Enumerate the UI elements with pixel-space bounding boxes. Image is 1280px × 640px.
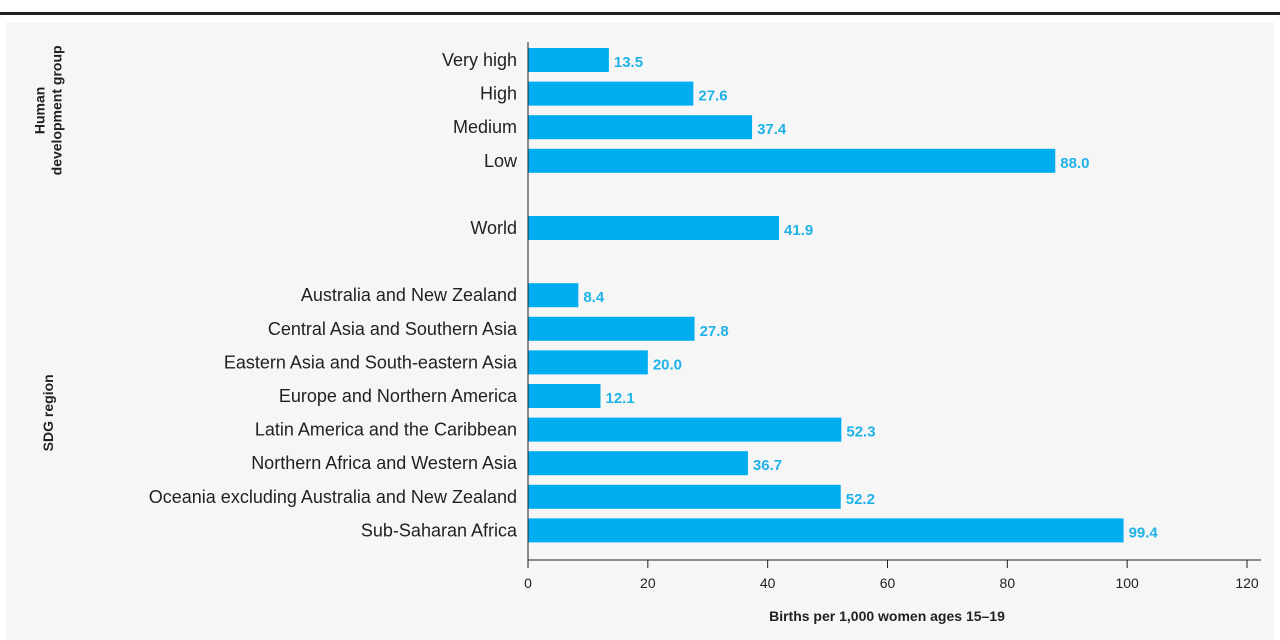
- bar: [528, 48, 609, 72]
- x-tick-label: 40: [760, 575, 776, 591]
- bar: [528, 283, 579, 308]
- data-label: 88.0: [1060, 155, 1089, 172]
- category-label: Sub-Saharan Africa: [361, 520, 518, 540]
- bar: [528, 417, 842, 442]
- x-tick-label: 120: [1235, 575, 1259, 591]
- bar: [528, 148, 1056, 173]
- bar: [528, 350, 648, 375]
- category-label: Europe and Northern America: [279, 386, 518, 406]
- x-tick-label: 20: [640, 575, 656, 591]
- group-title: development group: [49, 45, 65, 175]
- category-label: Eastern Asia and South-eastern Asia: [224, 352, 518, 372]
- category-label: Very high: [442, 50, 517, 70]
- data-label: 12.1: [605, 390, 634, 407]
- category-label: World: [470, 218, 517, 238]
- bar: [528, 384, 601, 408]
- data-label: 37.4: [757, 121, 787, 138]
- bar: [528, 115, 753, 140]
- bar: [528, 316, 695, 341]
- top-rule: [0, 12, 1280, 15]
- data-label: 52.3: [846, 424, 875, 441]
- category-label: High: [480, 84, 517, 104]
- data-label: 8.4: [583, 289, 605, 306]
- x-tick-label: 80: [1000, 575, 1016, 591]
- data-label: 36.7: [753, 457, 782, 474]
- category-label: Latin America and the Caribbean: [255, 420, 517, 440]
- category-label: Australia and New Zealand: [301, 285, 517, 305]
- bars: Very high 13.5 High 27.6 Medium 37.4 Low 88.0 Wo…: [149, 48, 1159, 543]
- data-label: 99.4: [1129, 524, 1159, 541]
- data-label: 41.9: [784, 222, 813, 239]
- category-label: Low: [484, 151, 518, 171]
- data-label: 13.5: [614, 54, 643, 71]
- bar: [528, 216, 780, 240]
- bar: [528, 484, 841, 509]
- axes: 0 20 40 60 80 100 120: [524, 42, 1261, 591]
- category-label: Central Asia and Southern Asia: [268, 319, 518, 339]
- category-label: Oceania excluding Australia and New Zeal…: [149, 487, 517, 507]
- group-titles: Human development group SDG region: [32, 45, 65, 451]
- bar: [528, 451, 748, 476]
- group-title: Human: [32, 87, 48, 134]
- data-label: 27.8: [700, 323, 729, 340]
- bar: [528, 518, 1124, 543]
- data-label: 52.2: [846, 491, 875, 508]
- x-tick-label: 100: [1115, 575, 1139, 591]
- group-title: SDG region: [40, 374, 56, 451]
- category-label: Northern Africa and Western Asia: [251, 453, 518, 473]
- data-label: 20.0: [653, 356, 682, 373]
- x-tick-label: 60: [880, 575, 896, 591]
- bar: [528, 81, 694, 106]
- data-label: 27.6: [698, 88, 727, 105]
- x-axis-title: Births per 1,000 women ages 15–19: [769, 608, 1005, 624]
- x-tick-label: 0: [524, 575, 532, 591]
- category-label: Medium: [453, 117, 517, 137]
